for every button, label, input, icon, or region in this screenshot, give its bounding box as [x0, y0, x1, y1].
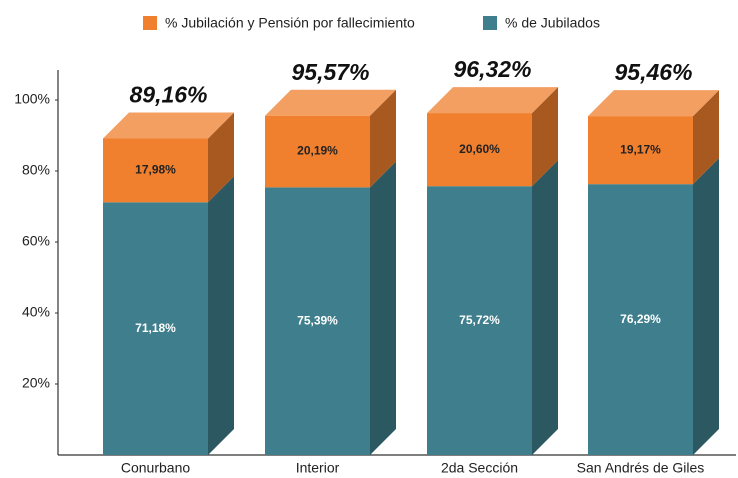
- x-tick-label: San Andrés de Giles: [577, 460, 705, 476]
- bar-side: [532, 160, 558, 455]
- x-tick-label: Interior: [296, 460, 340, 476]
- bar-top: [427, 87, 558, 114]
- legend-swatch: [483, 16, 497, 30]
- bar-side: [693, 158, 719, 455]
- bar-segment: [265, 115, 370, 188]
- y-tick-label: 80%: [22, 162, 50, 178]
- value-label: 19,17%: [620, 142, 661, 156]
- legend-label: % Jubilación y Pensión por fallecimiento: [165, 15, 415, 31]
- value-label: 71,18%: [135, 321, 176, 335]
- bar-side: [370, 89, 396, 188]
- y-tick-label: 40%: [22, 304, 50, 320]
- bar-side: [208, 176, 234, 455]
- legend-label: % de Jubilados: [505, 15, 600, 31]
- total-label: 96,32%: [453, 56, 531, 82]
- y-tick-label: 60%: [22, 233, 50, 249]
- legend-swatch: [143, 16, 157, 30]
- y-tick-label: 20%: [22, 375, 50, 391]
- x-tick-label: Conurbano: [121, 460, 190, 476]
- total-label: 95,46%: [614, 59, 692, 85]
- value-label: 76,29%: [620, 312, 661, 326]
- bar-segment: [427, 186, 532, 455]
- value-label: 17,98%: [135, 163, 176, 177]
- bar-segment: [265, 187, 370, 456]
- y-tick-label: 100%: [14, 91, 50, 107]
- bar-segment: [103, 202, 208, 455]
- bar-segment: [103, 138, 208, 203]
- bar-top: [265, 89, 396, 116]
- total-label: 89,16%: [129, 82, 207, 108]
- value-label: 20,19%: [297, 144, 338, 158]
- bar-side: [208, 112, 234, 203]
- bar-segment: [588, 116, 693, 185]
- bar-side: [532, 87, 558, 187]
- value-label: 75,72%: [459, 313, 500, 327]
- bar-segment: [588, 184, 693, 455]
- total-label: 95,57%: [291, 59, 369, 85]
- value-label: 75,39%: [297, 313, 338, 327]
- bar-side: [370, 161, 396, 456]
- x-tick-label: 2da Sección: [441, 460, 518, 476]
- value-label: 20,60%: [459, 142, 500, 156]
- bar-top: [588, 90, 719, 117]
- bar-segment: [427, 113, 532, 187]
- bar-top: [103, 112, 234, 139]
- bar-side: [693, 90, 719, 185]
